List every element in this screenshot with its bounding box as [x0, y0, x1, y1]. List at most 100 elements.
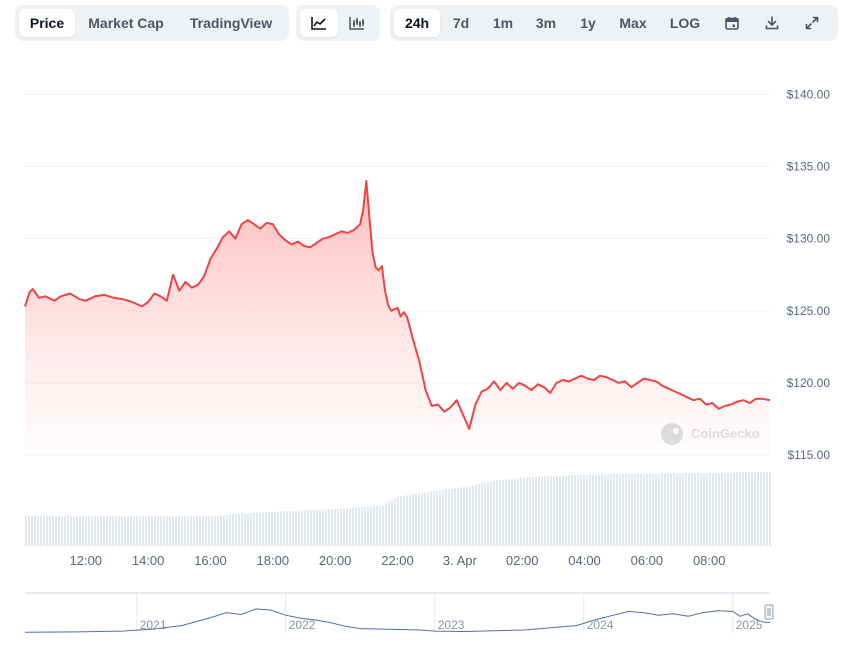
volume-bar: [472, 485, 474, 546]
volume-bar: [613, 474, 615, 546]
range-tab-24h[interactable]: 24h: [394, 9, 440, 37]
volume-bar: [610, 474, 612, 546]
volume-bar: [172, 516, 174, 546]
fullscreen-button[interactable]: [792, 9, 832, 37]
volume-bar: [523, 477, 525, 546]
x-tick-label: 02:00: [506, 553, 539, 568]
volume-bar: [82, 516, 84, 546]
range-tab-1m[interactable]: 1m: [492, 15, 514, 31]
volume-bar: [631, 474, 633, 546]
volume-bar: [628, 474, 630, 546]
volume-bar: [184, 516, 186, 546]
volume-bar: [661, 473, 663, 546]
volume-bar: [709, 473, 711, 546]
tab-market-cap[interactable]: Market Cap: [88, 15, 164, 31]
date-range-button[interactable]: [712, 9, 752, 37]
volume-bar: [199, 516, 201, 546]
range-tab-3m[interactable]: 3m: [535, 15, 557, 31]
volume-bar: [652, 473, 654, 546]
navigator-year-label: 2023: [438, 618, 465, 632]
volume-bar: [619, 474, 621, 546]
volume-bar: [121, 516, 123, 546]
volume-bar: [640, 474, 642, 546]
volume-bar: [85, 516, 87, 546]
volume-bar: [469, 485, 471, 546]
volume-bar: [397, 496, 399, 546]
volume-bar: [94, 516, 96, 546]
volume-bar: [511, 478, 513, 546]
volume-bar: [103, 516, 105, 546]
volume-bar: [406, 495, 408, 546]
volume-bar: [319, 509, 321, 546]
volume-bar: [700, 473, 702, 546]
volume-bar: [166, 516, 168, 546]
volume-bar: [31, 515, 33, 546]
volume-bar: [79, 516, 81, 546]
tab-price[interactable]: Price: [19, 9, 75, 37]
y-tick-label: $125.00: [787, 304, 831, 318]
volume-bar: [730, 472, 732, 546]
volume-bar: [340, 508, 342, 546]
log-scale-toggle[interactable]: LOG: [669, 15, 701, 31]
volume-bar: [481, 483, 483, 546]
volume-bar: [649, 473, 651, 546]
volume-bar: [232, 514, 234, 546]
line-chart-button[interactable]: [300, 9, 338, 37]
volume-bar: [667, 473, 669, 546]
volume-bar: [592, 474, 594, 546]
volume-bar: [721, 472, 723, 546]
volume-bar: [115, 516, 117, 546]
volume-bar: [562, 475, 564, 546]
volume-bar: [556, 475, 558, 546]
navigator-year-label: 2024: [587, 618, 614, 632]
volume-bar: [415, 493, 417, 546]
volume-bar: [28, 515, 30, 546]
volume-bar: [268, 512, 270, 546]
download-button[interactable]: [752, 9, 792, 37]
volume-bar: [769, 472, 771, 546]
range-tab-7d[interactable]: 7d: [452, 15, 470, 31]
volume-bar: [751, 472, 753, 546]
navigator-year-dividers: [136, 593, 734, 633]
volume-bar: [604, 474, 606, 546]
volume-bar: [451, 488, 453, 546]
range-tab-max[interactable]: Max: [619, 15, 647, 31]
volume-bar: [250, 513, 252, 546]
navigator-year-label: 2021: [140, 618, 167, 632]
volume-bar: [601, 474, 603, 546]
candlestick-chart-icon: [349, 17, 364, 30]
volume-bar: [712, 473, 714, 546]
volume-bar: [25, 515, 27, 546]
volume-bar: [190, 516, 192, 546]
volume-bar: [496, 480, 498, 546]
volume-bar: [55, 515, 57, 546]
view-tab-group: Price Market Cap TradingView: [15, 5, 289, 41]
range-navigator[interactable]: 2021 2022 2023 2024 2025: [0, 588, 850, 638]
volume-bar: [685, 473, 687, 546]
volume-bar: [457, 487, 459, 546]
volume-bar: [532, 477, 534, 546]
volume-bar: [571, 475, 573, 546]
volume-bars: [25, 472, 771, 546]
volume-bar: [64, 515, 66, 546]
price-area: [25, 181, 770, 455]
price-chart[interactable]: CoinGecko $140.00$135.00$130.00$125.00$1…: [0, 60, 850, 580]
volume-bar: [424, 492, 426, 546]
volume-bar: [334, 509, 336, 546]
tab-tradingview[interactable]: TradingView: [189, 15, 273, 31]
volume-bar: [643, 474, 645, 546]
volume-bar: [694, 473, 696, 546]
volume-bar: [706, 473, 708, 546]
volume-bar: [514, 478, 516, 546]
volume-bar: [223, 515, 225, 546]
volume-bar: [367, 506, 369, 546]
range-tab-1y[interactable]: 1y: [580, 15, 596, 31]
navigator-handle[interactable]: [764, 604, 774, 620]
candlestick-chart-button[interactable]: [338, 9, 376, 37]
volume-bar: [88, 516, 90, 546]
volume-bar: [388, 501, 390, 546]
navigator-line: [24, 608, 771, 633]
price-line: [24, 180, 771, 430]
volume-bar: [697, 473, 699, 546]
volume-bar: [181, 516, 183, 546]
